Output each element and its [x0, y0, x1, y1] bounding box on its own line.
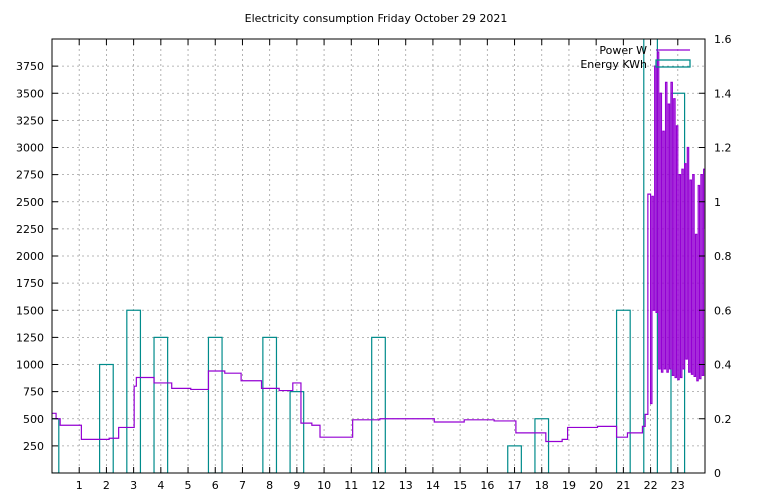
y-tick-label-left: 1500 — [16, 304, 44, 317]
y-tick-label-left: 3750 — [16, 60, 44, 73]
y-tick-label-left: 3250 — [16, 114, 44, 127]
power-series — [52, 51, 705, 443]
legend-swatch-energy — [655, 59, 691, 68]
y-tick-label-left: 2500 — [16, 196, 44, 209]
x-tick-label: 17 — [508, 479, 522, 492]
y-tick-label-left: 1000 — [16, 359, 44, 372]
energy-bar — [262, 336, 278, 473]
y-tick-label-left: 2250 — [16, 223, 44, 236]
x-tick-label: 23 — [671, 479, 685, 492]
x-tick-label: 14 — [426, 479, 440, 492]
y-tick-label-right: 0.4 — [714, 359, 732, 372]
energy-bar — [615, 309, 631, 473]
y-tick-label-left: 3000 — [16, 142, 44, 155]
y-tick-label-right: 1.6 — [714, 33, 732, 46]
y-tick-label-right: 1 — [714, 196, 721, 209]
y-tick-label-left: 750 — [23, 386, 44, 399]
x-tick-label: 9 — [293, 479, 300, 492]
x-tick-label: 2 — [103, 479, 110, 492]
x-tick-label: 18 — [535, 479, 549, 492]
energy-bar — [507, 445, 522, 473]
legend-label-energy: Energy KWh — [580, 58, 647, 71]
y-tick-label-left: 1250 — [16, 331, 44, 344]
x-tick-label: 4 — [157, 479, 164, 492]
energy-bar — [153, 336, 169, 473]
axis-ticks: 1 2 3 4 5 6 7 8 9 10 11 12 13 14 15 16 17 18 19 20 21 22 23250… — [16, 33, 732, 492]
y-tick-label-left: 250 — [23, 440, 44, 453]
x-tick-label: 8 — [266, 479, 273, 492]
x-tick-label: 19 — [562, 479, 576, 492]
y-tick-label-right: 0.2 — [714, 413, 732, 426]
energy-bar — [534, 418, 550, 473]
power-line — [52, 51, 705, 443]
grid — [52, 39, 705, 473]
energy-bar — [207, 336, 223, 473]
y-tick-label-right: 1.2 — [714, 142, 732, 155]
energy-series — [52, 39, 686, 473]
x-tick-label: 22 — [644, 479, 658, 492]
x-tick-label: 15 — [453, 479, 467, 492]
x-tick-label: 11 — [344, 479, 358, 492]
x-tick-label: 16 — [480, 479, 494, 492]
y-tick-label-right: 0.8 — [714, 250, 732, 263]
x-tick-label: 5 — [185, 479, 192, 492]
y-tick-label-left: 500 — [23, 413, 44, 426]
x-tick-label: 21 — [616, 479, 630, 492]
y-tick-label-left: 2750 — [16, 169, 44, 182]
y-tick-label-left: 2000 — [16, 250, 44, 263]
x-tick-label: 20 — [589, 479, 603, 492]
x-tick-label: 13 — [399, 479, 413, 492]
legend: Power W Energy KWh — [580, 44, 691, 71]
chart-title: Electricity consumption Friday October 2… — [245, 12, 508, 25]
y-tick-label-right: 0 — [714, 467, 721, 480]
legend-label-power: Power W — [599, 44, 647, 57]
energy-bar — [289, 391, 305, 473]
x-tick-label: 7 — [239, 479, 246, 492]
x-tick-label: 3 — [130, 479, 137, 492]
y-tick-label-right: 1.4 — [714, 87, 732, 100]
energy-bar — [126, 309, 142, 473]
y-tick-label-left: 3500 — [16, 87, 44, 100]
energy-bar — [99, 363, 114, 473]
energy-bar — [371, 336, 386, 473]
y-tick-label-right: 0.6 — [714, 304, 732, 317]
x-tick-label: 1 — [76, 479, 83, 492]
x-tick-label: 10 — [317, 479, 331, 492]
x-tick-label: 12 — [372, 479, 386, 492]
x-tick-label: 6 — [212, 479, 219, 492]
y-tick-label-left: 1750 — [16, 277, 44, 290]
